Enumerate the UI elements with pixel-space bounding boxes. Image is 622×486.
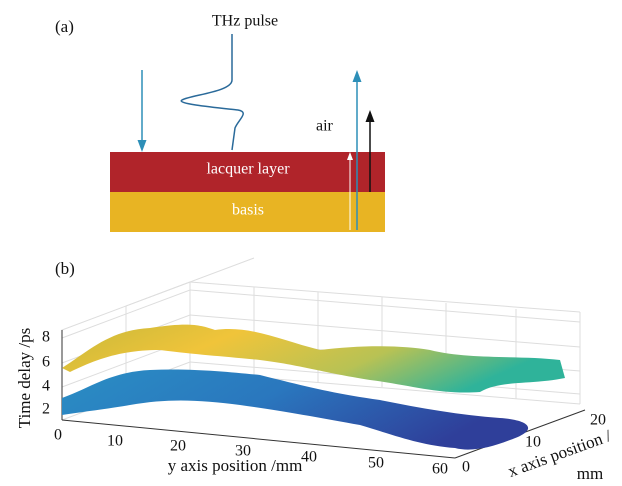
bottom-surface (62, 369, 529, 450)
x-tick-label: 0 (462, 459, 470, 476)
panel-label: (b) (55, 259, 75, 278)
y-tick-label: 50 (368, 455, 384, 472)
top-surface (62, 324, 565, 393)
y-tick-label: 40 (301, 449, 317, 466)
layer-label: basis (232, 202, 264, 219)
y-tick-label: 0 (54, 427, 62, 444)
pulse-waveform (180, 34, 244, 151)
z-tick-label: 8 (42, 329, 50, 346)
z-tick-label: 2 (42, 401, 50, 418)
lacquer-layer (110, 152, 385, 192)
pulse-label: THz pulse (212, 13, 278, 30)
panel-label: (a) (55, 17, 74, 36)
z-axis-label: Time delay /ps (15, 328, 34, 428)
layer-label: lacquer layer (206, 161, 290, 178)
y-tick-label: 30 (235, 443, 251, 460)
y-axis-label: y axis position /mm (168, 456, 303, 475)
y-tick-label: 10 (107, 433, 123, 450)
basis-layer (110, 192, 385, 232)
y-tick-label: 20 (170, 438, 186, 455)
y-tick-label: 60 (432, 461, 448, 478)
z-tick-label: 6 (42, 354, 50, 371)
x-tick-label: 10 (525, 434, 541, 451)
x-axis-unit: mm (577, 464, 603, 483)
x-tick-label: 20 (590, 412, 606, 429)
z-tick-label: 4 (42, 378, 50, 395)
medium-label: air (316, 118, 334, 135)
